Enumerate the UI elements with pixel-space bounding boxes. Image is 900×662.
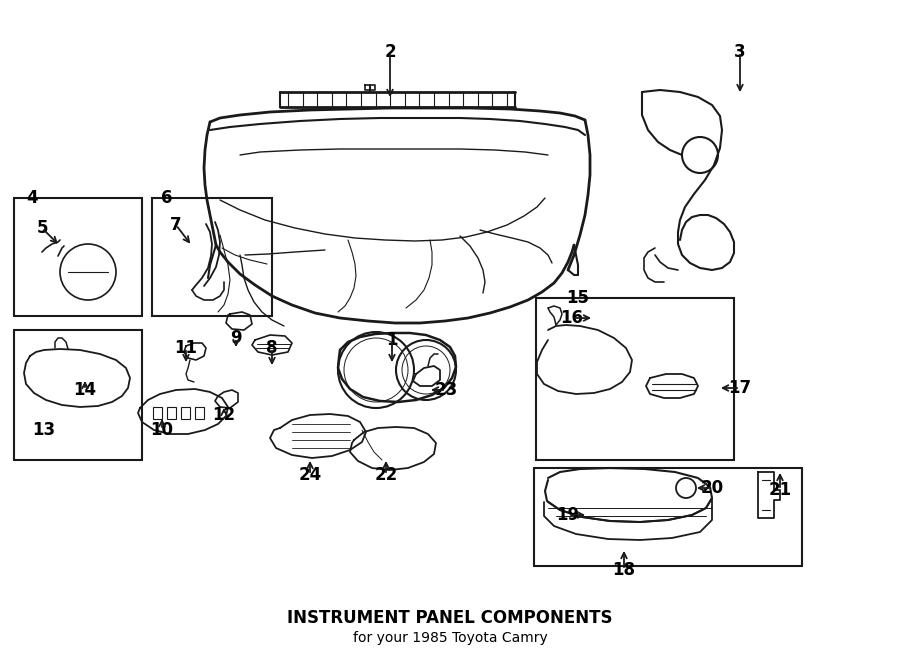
Text: 7: 7 [170, 216, 182, 234]
Text: 11: 11 [175, 339, 197, 357]
Text: 14: 14 [74, 381, 96, 399]
Bar [534, 468, 802, 566]
Text: 8: 8 [266, 339, 278, 357]
Bar [14, 330, 142, 460]
Bar [14, 198, 142, 316]
Text: 23: 23 [435, 381, 457, 399]
Text: 5: 5 [36, 219, 48, 237]
Text: 18: 18 [613, 561, 635, 579]
Bar [167, 407, 176, 419]
Text: 13: 13 [32, 421, 56, 439]
Text: 3: 3 [734, 43, 746, 61]
Text: 12: 12 [212, 406, 236, 424]
Bar [536, 298, 734, 460]
Bar [152, 198, 272, 316]
Bar [153, 407, 162, 419]
Text: 16: 16 [561, 309, 583, 327]
Text: 10: 10 [150, 421, 174, 439]
Bar [181, 407, 190, 419]
Text: 9: 9 [230, 329, 242, 347]
Text: 19: 19 [556, 506, 580, 524]
Text: 1: 1 [386, 331, 398, 349]
Text: 24: 24 [299, 466, 321, 484]
Bar [195, 407, 204, 419]
Text: 20: 20 [700, 479, 724, 497]
Text: 22: 22 [374, 466, 398, 484]
Text: INSTRUMENT PANEL COMPONENTS: INSTRUMENT PANEL COMPONENTS [287, 609, 613, 627]
Text: 17: 17 [728, 379, 752, 397]
Text: 4: 4 [26, 189, 38, 207]
Text: 15: 15 [566, 289, 590, 307]
Text: 21: 21 [769, 481, 792, 499]
Text: 2: 2 [384, 43, 396, 61]
Text: for your 1985 Toyota Camry: for your 1985 Toyota Camry [353, 631, 547, 645]
Text: 6: 6 [161, 189, 173, 207]
